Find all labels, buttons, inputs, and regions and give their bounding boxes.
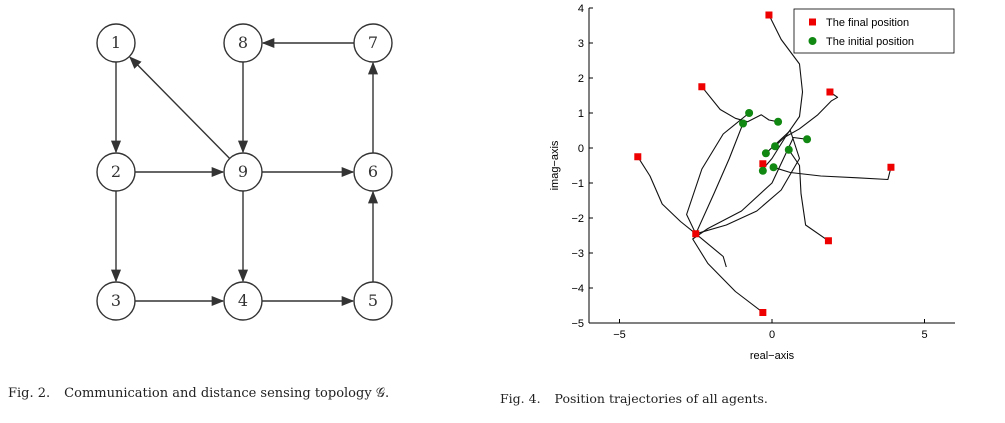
trajectory-line <box>686 112 750 235</box>
trajectory-line <box>773 166 892 181</box>
y-tick-label: 1 <box>578 108 584 120</box>
figure-4-label: Fig. 4. <box>500 391 541 406</box>
node-1: 1 <box>96 23 136 63</box>
legend-entry-label: The final position <box>826 17 909 29</box>
figure-4-caption-text: Position trajectories of all agents. <box>554 391 768 406</box>
trajectory-line <box>774 91 839 147</box>
y-tick-label: 0 <box>578 143 584 155</box>
trajectory-line <box>692 136 808 313</box>
node-circle <box>353 281 393 321</box>
final-position-marker <box>698 83 706 91</box>
node-label: 6 <box>368 162 378 181</box>
node-label: 7 <box>368 33 378 52</box>
y-tick-label: 4 <box>578 3 584 15</box>
graph-edges <box>110 37 379 307</box>
y-tick-label: −4 <box>571 283 584 295</box>
x-axis-label: real−axis <box>750 350 795 362</box>
legend-box <box>793 8 955 54</box>
node-circle <box>223 281 263 321</box>
legend-final-marker <box>809 18 816 26</box>
node-7: 7 <box>353 23 393 63</box>
initial-position-marker <box>769 163 778 172</box>
topology-graph: 1 8 7 2 9 6 3 4 5 <box>96 23 393 321</box>
trajectory-line <box>695 123 744 235</box>
trajectory-plot: 4 3 2 1 0 −1 −2 −3 −4 −5 −5 0 5 real−axis imag−axis Th… <box>549 3 955 362</box>
figure-2-caption: Fig. 2. Communication and distance sensin… <box>8 386 389 401</box>
node-label: 3 <box>111 291 121 310</box>
final-position-marker <box>826 88 834 96</box>
initial-position-marker <box>771 142 780 151</box>
node-9: 9 <box>223 152 263 192</box>
final-position-marker <box>759 309 767 316</box>
position-markers <box>634 11 895 316</box>
node-circle <box>223 23 263 63</box>
initial-position-marker <box>803 135 812 144</box>
initial-position-marker <box>761 149 770 158</box>
graph-nodes: 1 8 7 2 9 6 3 4 5 <box>96 23 393 321</box>
initial-position-marker <box>758 166 767 175</box>
node-circle <box>223 152 263 192</box>
trajectory-line <box>695 129 801 235</box>
initial-position-marker <box>739 119 748 128</box>
initial-position-marker <box>784 145 793 154</box>
node-2: 2 <box>96 152 136 192</box>
plot-axes: 4 3 2 1 0 −1 −2 −3 −4 −5 −5 0 5 real−axis imag−axis <box>549 3 955 362</box>
final-position-marker <box>765 11 773 19</box>
y-tick-label: −1 <box>571 178 584 190</box>
node-circle <box>96 281 136 321</box>
y-tick-label: 3 <box>578 38 584 50</box>
y-tick-label: −2 <box>571 213 584 225</box>
node-label: 2 <box>111 162 121 181</box>
node-label: 1 <box>111 33 121 52</box>
trajectory-line <box>695 233 727 268</box>
legend-initial-marker <box>808 37 817 45</box>
initial-position-marker <box>745 109 754 117</box>
node-5: 5 <box>353 281 393 321</box>
trajectory-line <box>788 149 829 242</box>
y-tick-label: −3 <box>571 248 584 260</box>
node-label: 5 <box>368 291 378 310</box>
node-3: 3 <box>96 281 136 321</box>
final-position-marker <box>887 163 895 171</box>
node-label: 9 <box>238 162 248 181</box>
trajectory-line <box>701 86 779 123</box>
node-6: 6 <box>353 152 393 192</box>
final-position-marker <box>692 230 700 238</box>
node-label: 8 <box>238 33 248 52</box>
node-circle <box>353 152 393 192</box>
final-position-marker <box>824 237 832 245</box>
y-tick-label: −5 <box>571 318 584 330</box>
node-circle <box>353 23 393 63</box>
figure-4-caption: Fig. 4. Position trajectories of all agen… <box>500 391 768 406</box>
plot-legend: The final position The initial position <box>793 8 955 54</box>
x-tick-label: 5 <box>921 329 927 341</box>
node-circle <box>96 23 136 63</box>
node-label: 4 <box>238 291 248 310</box>
node-4: 4 <box>223 281 263 321</box>
trajectory-line <box>762 14 804 170</box>
final-position-marker <box>759 160 767 168</box>
trajectory-line <box>637 156 697 235</box>
x-tick-label: −5 <box>613 329 626 341</box>
initial-position-marker <box>774 117 783 126</box>
y-axis-label: imag−axis <box>549 140 561 190</box>
x-tick-label: 0 <box>769 329 775 341</box>
final-position-marker <box>634 153 642 161</box>
y-tick-label: 2 <box>578 73 584 85</box>
edge-9-to-1 <box>129 56 231 159</box>
figure-2-caption-text: Communication and distance sensing topol… <box>64 386 390 401</box>
node-circle <box>96 152 136 192</box>
node-8: 8 <box>223 23 263 63</box>
legend-entry-label: The initial position <box>826 36 914 48</box>
figure-2-label: Fig. 2. <box>8 386 51 401</box>
